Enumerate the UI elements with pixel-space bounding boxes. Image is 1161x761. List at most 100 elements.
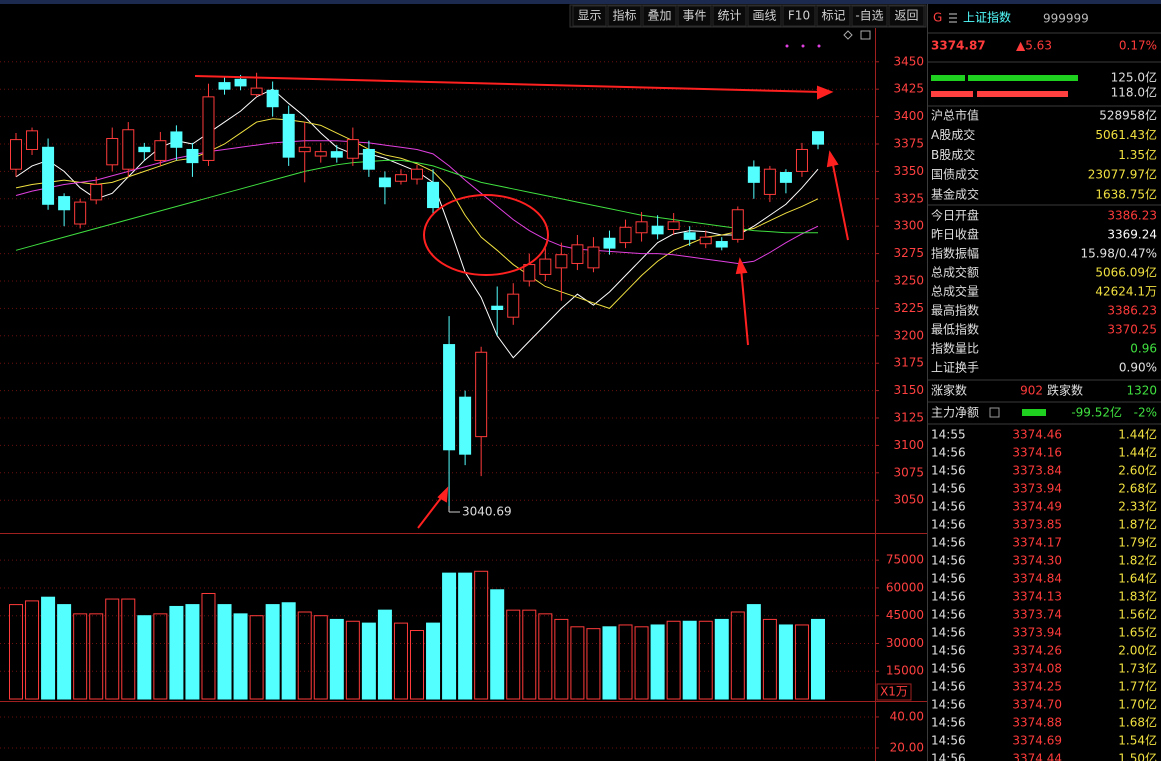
- candle-body: [459, 396, 472, 455]
- candle-body: [298, 146, 311, 153]
- candle-body: [234, 78, 247, 87]
- net-flow-value: -99.52亿: [1071, 405, 1122, 420]
- trade-price: 3374.16: [1012, 446, 1062, 460]
- candle-body: [667, 221, 680, 230]
- volume-bar: [89, 613, 104, 700]
- toolbar-button[interactable]: 叠加: [647, 9, 671, 23]
- stat-value: 42624.1万: [1095, 285, 1157, 299]
- volume-bar: [9, 604, 23, 700]
- moving-average-line: [15, 88, 819, 359]
- candle-body: [779, 171, 792, 183]
- stat-value: 3386.23: [1107, 209, 1157, 223]
- toolbar-button[interactable]: 画线: [752, 9, 776, 23]
- volume-bar: [586, 628, 601, 700]
- toolbar-button[interactable]: 指标: [612, 8, 636, 23]
- trade-price: 3374.25: [1012, 680, 1062, 694]
- trade-time: 14:56: [931, 446, 966, 460]
- y-tick-label: 75000: [886, 553, 924, 567]
- volume-bar: [169, 605, 184, 700]
- trade-price: 3374.30: [1012, 554, 1062, 568]
- trade-amount: 2.00亿: [1118, 643, 1157, 658]
- trade-time: 14:55: [931, 428, 966, 442]
- trade-price: 3374.84: [1012, 572, 1062, 586]
- toolbar-button-bg[interactable]: [607, 5, 642, 27]
- toolbar-button[interactable]: 事件: [682, 9, 706, 23]
- stat-value: 3370.25: [1107, 323, 1157, 337]
- candle-body: [683, 232, 696, 240]
- volume-bar: [153, 613, 168, 700]
- stat-value: 5061.43亿: [1095, 127, 1157, 142]
- quote-header-icons: [949, 13, 957, 23]
- toolbar-button-bg[interactable]: [572, 5, 607, 27]
- volume-bar: [410, 630, 424, 700]
- trade-amount: 1.68亿: [1118, 715, 1157, 730]
- trade-amount: 1.56亿: [1118, 607, 1157, 622]
- y-tick-label: 3100: [893, 438, 924, 452]
- stat-value: 5066.09亿: [1095, 265, 1157, 280]
- toolbar-button[interactable]: 标记: [821, 9, 845, 23]
- stat-label: 基金成交: [931, 186, 979, 201]
- candle-body: [747, 166, 760, 183]
- trade-time: 14:56: [931, 518, 966, 532]
- moving-average-line: [15, 140, 819, 264]
- volume-bar: [345, 620, 360, 700]
- toolbar-button[interactable]: 返回: [894, 9, 918, 23]
- toolbar-button[interactable]: -自选: [855, 9, 883, 23]
- candle-body: [186, 148, 199, 164]
- stat-label: 最高指数: [931, 303, 979, 318]
- quote-badge: G: [933, 11, 942, 25]
- toolbar-button[interactable]: F10: [788, 9, 810, 23]
- quote-change: ▲5.63: [1016, 39, 1052, 53]
- y-tick-label: 3400: [893, 109, 924, 123]
- toolbar-button-bg[interactable]: [712, 5, 747, 27]
- candle-body: [346, 139, 359, 159]
- toolbar-button-bg[interactable]: [888, 5, 925, 27]
- chart-icons: [785, 30, 871, 48]
- toolbar-button-bg[interactable]: [642, 5, 677, 27]
- trade-price: 3374.70: [1012, 698, 1062, 712]
- candle-body: [202, 96, 215, 161]
- volume-bar: [57, 604, 72, 700]
- toolbar-button[interactable]: 统计: [717, 9, 741, 23]
- toolbar-button-bg[interactable]: [782, 5, 816, 27]
- trade-amount: 1.77亿: [1118, 679, 1157, 694]
- volume-bar: [762, 618, 777, 700]
- stat-label: 指数振幅: [931, 246, 979, 261]
- trade-time: 14:56: [931, 626, 966, 640]
- trade-amount: 1.50亿: [1118, 751, 1157, 761]
- stat-label: 总成交量: [931, 284, 979, 299]
- toolbar-button[interactable]: 显示: [577, 9, 601, 23]
- y-tick-label: 3300: [893, 219, 924, 233]
- toolbar-button-bg[interactable]: [677, 5, 712, 27]
- stat-label: A股成交: [931, 127, 975, 142]
- trade-time: 14:56: [931, 680, 966, 694]
- y-tick-label: 3325: [893, 191, 924, 205]
- flow-label: 118.0亿: [1111, 85, 1157, 100]
- trade-price: 3374.08: [1012, 662, 1062, 676]
- stat-label: 总成交额: [931, 265, 979, 280]
- y-tick-label: 3250: [893, 274, 924, 288]
- net-flow-pct: -2%: [1134, 406, 1157, 420]
- stat-value: 1.35亿: [1118, 147, 1157, 162]
- separators: [928, 32, 1161, 425]
- trade-price: 3374.88: [1012, 716, 1062, 730]
- trade-amount: 1.54亿: [1118, 733, 1157, 748]
- trade-time: 14:56: [931, 608, 966, 622]
- y-tick-label: 45000: [886, 608, 924, 622]
- toolbar-button-bg[interactable]: [747, 5, 782, 27]
- candle-body: [106, 138, 119, 166]
- stat-value: 23077.97亿: [1088, 167, 1157, 182]
- toolbar-button-bg[interactable]: [816, 5, 851, 27]
- trade-price: 3373.85: [1012, 518, 1062, 532]
- toolbar-button-bg[interactable]: [851, 5, 888, 27]
- trade-time: 14:56: [931, 536, 966, 550]
- volume-bar: [393, 622, 408, 700]
- trade-amount: 1.79亿: [1118, 535, 1157, 550]
- trade-time: 14:56: [931, 716, 966, 730]
- candle-body: [42, 146, 55, 205]
- y-tick-label: 3150: [893, 383, 924, 397]
- volume-bar: [811, 618, 825, 700]
- trade-time: 14:56: [931, 554, 966, 568]
- breadth-label: 跌家数: [1047, 383, 1083, 398]
- breadth-down: 1320: [1126, 384, 1157, 398]
